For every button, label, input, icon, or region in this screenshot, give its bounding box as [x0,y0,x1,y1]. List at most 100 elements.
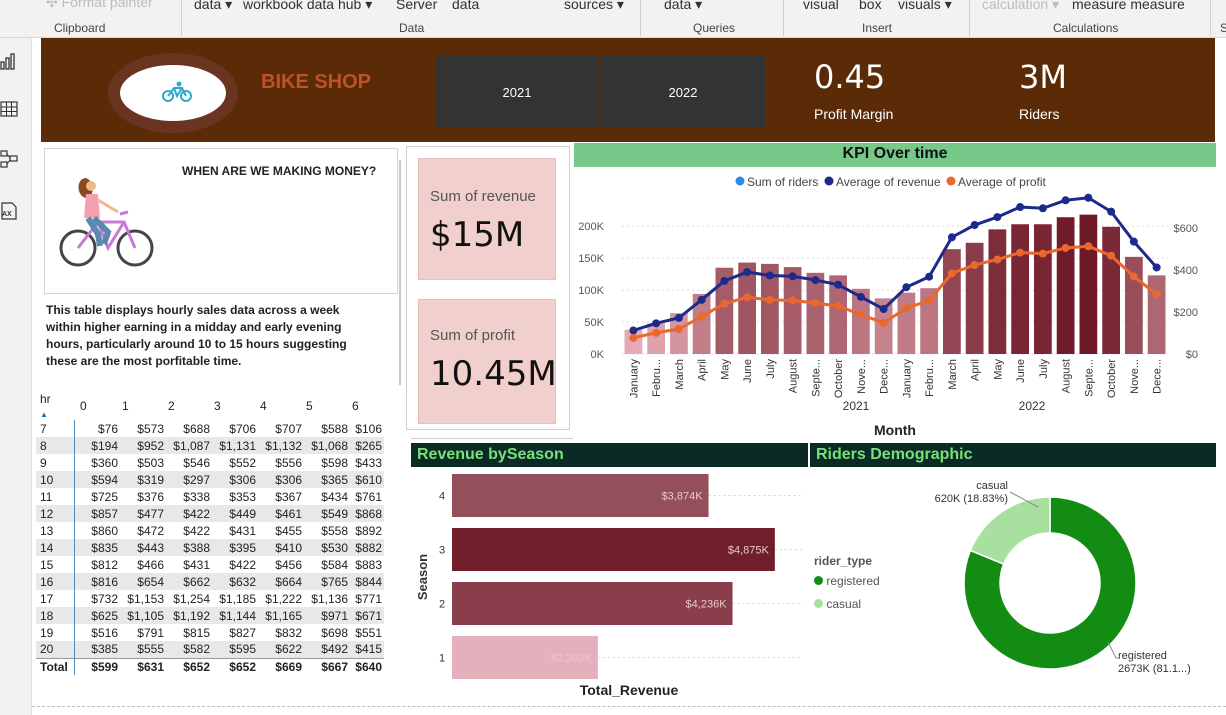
transform-data-menu[interactable]: data ▾ [664,0,702,13]
revenue-point[interactable] [629,326,638,335]
revenue-point[interactable] [788,272,797,281]
legend-casual[interactable]: casual [814,597,861,611]
dax-query-icon[interactable]: AX [0,202,18,220]
matrix-day-header[interactable]: 2 [168,399,175,413]
riders-bar[interactable] [692,293,711,354]
riders-bar[interactable] [715,267,734,354]
revenue-point[interactable] [1084,193,1093,202]
registered-slice[interactable] [963,496,1137,670]
season-bar[interactable] [452,636,598,679]
matrix-hour-header[interactable]: hr ▲ [36,392,74,420]
profit-point[interactable] [1061,243,1070,252]
profit-point[interactable] [788,296,797,305]
revenue-point[interactable] [1016,203,1025,211]
profit-point[interactable] [1129,272,1138,281]
matrix-day-header[interactable]: 6 [352,399,359,413]
text-box-button[interactable]: box [859,0,882,12]
profit-point[interactable] [1016,248,1025,257]
profit-point[interactable] [856,310,865,319]
profit-point[interactable] [879,318,888,327]
profit-point[interactable] [652,328,661,337]
profit-point[interactable] [925,296,934,305]
riders-bar[interactable] [670,313,688,354]
info-scrollbar[interactable] [399,160,401,385]
revenue-point[interactable] [834,280,843,289]
revenue-point[interactable] [811,276,820,285]
profit-point[interactable] [947,269,956,278]
model-view-icon[interactable] [0,150,18,168]
new-measure-button[interactable]: measure measure [1072,0,1185,12]
riders-bar[interactable] [852,288,870,354]
riders-bar[interactable] [1147,275,1166,354]
riders-bar[interactable] [1011,224,1029,354]
revenue-by-season-chart[interactable]: Season $3,874K4$4,875K3$4,236K2$2,202K1 … [411,467,811,702]
new-visual-button[interactable]: visual [803,0,839,12]
format-painter-button[interactable]: ✣ Format painter [46,0,153,11]
revenue-point[interactable] [1152,263,1161,272]
kpi-over-time-chart[interactable]: Sum of riders Average of revenue Average… [574,167,1216,442]
profit-point[interactable] [674,325,683,334]
year-slicer-2022[interactable]: 2022 [601,56,765,128]
revenue-point[interactable] [743,268,752,277]
matrix-day-header[interactable]: 4 [260,399,267,413]
profit-point[interactable] [1084,242,1093,251]
data-menu-1[interactable]: data ▾ [194,0,232,13]
profit-point[interactable] [629,333,638,342]
revenue-point[interactable] [652,319,661,328]
revenue-point[interactable] [1038,204,1047,213]
more-visuals-menu[interactable]: visuals ▾ [898,0,952,13]
data-sources-menu[interactable]: sources ▾ [564,0,624,13]
riders-bar[interactable] [783,267,802,354]
profit-point[interactable] [1107,251,1116,260]
riders-bar[interactable] [647,323,665,354]
revenue-point[interactable] [970,221,979,230]
revenue-point[interactable] [720,276,729,285]
sort-ascending-icon[interactable]: ▲ [40,410,48,419]
matrix-day-header[interactable]: 0 [80,399,87,413]
revenue-point[interactable] [1061,196,1070,205]
season-bar[interactable] [452,528,775,571]
revenue-point[interactable] [765,271,774,280]
riders-bar[interactable] [943,249,961,354]
year-slicer-2021[interactable]: 2021 [435,56,599,128]
profit-point[interactable] [970,260,979,269]
revenue-point[interactable] [993,213,1002,222]
revenue-point[interactable] [856,292,865,301]
profit-point[interactable] [902,304,911,313]
riders-bar[interactable] [1079,214,1098,354]
riders-bar[interactable] [1034,224,1052,354]
profit-point[interactable] [811,298,820,307]
riders-bar[interactable] [806,272,825,354]
riders-bar[interactable] [988,229,1007,354]
profit-point[interactable] [1038,249,1047,258]
revenue-point[interactable] [879,305,888,314]
sql-server-button[interactable]: Server [396,0,437,12]
revenue-point[interactable] [902,283,911,292]
profit-point[interactable] [697,312,706,321]
season-bar[interactable] [452,582,733,625]
profit-point[interactable] [1152,290,1161,299]
matrix-day-header[interactable]: 5 [306,399,313,413]
matrix-day-header[interactable]: 1 [122,399,129,413]
matrix-day-header[interactable]: 3 [214,399,221,413]
riders-demographic-chart[interactable]: casual 620K (18.83%) registered 2673K (8… [900,470,1216,702]
revenue-point[interactable] [1107,207,1116,216]
table-view-icon[interactable] [0,100,18,118]
revenue-point[interactable] [925,272,934,281]
riders-bar[interactable] [1102,226,1120,354]
kpi-legend[interactable]: Sum of riders Average of revenue Average… [735,175,1047,189]
profit-point[interactable] [993,255,1002,264]
profit-point[interactable] [765,295,774,304]
profit-point[interactable] [834,302,843,311]
report-view-icon[interactable] [0,52,18,70]
revenue-point[interactable] [947,233,956,242]
enter-data-button[interactable]: data [452,0,479,12]
casual-slice[interactable] [969,496,1051,566]
riders-bar[interactable] [965,242,984,354]
riders-bar[interactable] [761,263,779,354]
revenue-point[interactable] [674,313,683,322]
profit-point[interactable] [720,299,729,308]
riders-bar[interactable] [829,275,847,354]
quick-measure-button[interactable]: calculation ▾ [982,0,1059,13]
riders-bar[interactable] [738,262,756,354]
